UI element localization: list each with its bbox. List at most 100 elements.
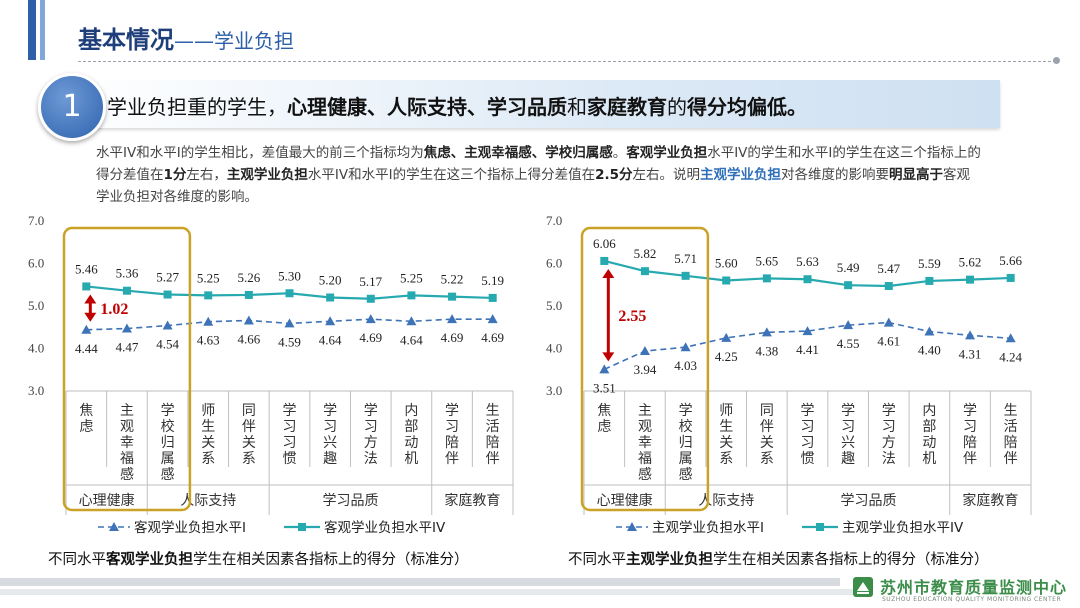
chart0-series-high-point <box>122 286 131 295</box>
right-caption-p1: 不同水平 <box>568 552 626 568</box>
chart0-category-label: 内 <box>404 403 418 419</box>
chart1-series-low-point <box>965 330 976 340</box>
finding-bold-2: 家庭教育 <box>587 95 667 119</box>
chart1-difference-arrow-head-up <box>602 268 615 278</box>
chart0-series-low-data-label: 4.54 <box>156 337 179 352</box>
key-finding-text: 学业负担重的学生，心理健康、人际支持、学习品质和家庭教育的得分均偏低。 <box>107 91 807 120</box>
para-t8: 客观学业负担对各维度的影响。 <box>96 167 971 205</box>
chart1-category-label: 感 <box>638 466 652 483</box>
center-logo-icon <box>853 577 873 597</box>
chart1-series-high-data-label: 5.62 <box>959 255 982 270</box>
left-chart-caption: 不同水平客观学业负担学生在相关因素各指标上的得分（标准分） <box>48 548 469 569</box>
chart0-series-low-data-label: 4.64 <box>319 332 342 347</box>
chart0-legend-high-marker <box>298 523 306 531</box>
chart1-series-low-data-label: 4.38 <box>755 343 778 358</box>
chart0-y-tick-label: 5.0 <box>28 298 44 313</box>
chart0-category-label: 陪 <box>445 435 459 451</box>
chart1-category-label: 习 <box>963 419 977 435</box>
chart1-category-label: 学 <box>801 403 815 419</box>
chart1-series-low-data-label: 4.31 <box>959 346 982 361</box>
chart0-series-low-data-label: 4.63 <box>197 333 220 348</box>
chart1-legend-low-marker <box>627 522 637 531</box>
chart0-category-label: 观 <box>120 419 134 435</box>
chart1-series-low-point <box>599 364 610 374</box>
chart0-series-high-data-label: 5.25 <box>400 270 423 285</box>
chart0-series-low-point <box>365 314 376 324</box>
chart0-series-low-point <box>325 316 336 326</box>
org-name: 苏州市教育质量监测中心 <box>880 578 1068 597</box>
para-t2: 。 <box>612 145 627 161</box>
chart0-category-label: 感 <box>120 466 134 483</box>
chart0-category-label: 学 <box>161 403 175 419</box>
chart1-difference-arrow-head-down <box>602 352 615 362</box>
para-t4: 左右， <box>186 167 227 183</box>
chart1-category-label: 观 <box>638 419 652 435</box>
chart0-series-high-point <box>488 293 497 302</box>
chart0-category-label: 学 <box>283 403 297 419</box>
chart1-category-label: 法 <box>882 451 896 467</box>
chart0-category-label: 习 <box>364 419 378 435</box>
header-accent-bar <box>28 0 36 60</box>
chart0-category-label: 归 <box>161 434 175 451</box>
chart1-difference-label: 2.55 <box>618 308 646 325</box>
chart1-category-label: 兴 <box>841 435 855 451</box>
finding-text-3: 的 <box>667 95 687 119</box>
chart1-series-high-data-label: 5.63 <box>796 254 819 269</box>
chart0-category-label: 兴 <box>323 435 337 451</box>
chart0-series-high-data-label: 5.30 <box>278 268 301 283</box>
para-t3: 水平IV的学生和水平I的学生在这三个指标上的得分差值在 <box>96 145 981 183</box>
chart1-category-label: 福 <box>638 451 652 467</box>
chart1-y-tick-label: 5.0 <box>546 298 562 313</box>
chart1-series-low-data-label: 4.61 <box>877 334 900 349</box>
chart0-series-low-point <box>487 314 498 324</box>
page-title-sub: ——学业负担 <box>174 29 294 53</box>
chart0-series-low-data-label: 4.59 <box>278 334 301 349</box>
chart1-category-label: 动 <box>922 435 936 451</box>
chart1-series-low-data-label: 4.40 <box>918 343 941 358</box>
chart0-series-high-data-label: 5.36 <box>116 266 139 281</box>
chart1-series-high-point <box>600 256 609 265</box>
chart0-series-high-data-label: 5.46 <box>75 261 98 276</box>
chart0-group-label: 学习品质 <box>322 493 378 509</box>
chart0-series-high-point <box>204 291 213 300</box>
chart1-category-label: 属 <box>679 451 693 467</box>
chart0-group-label: 家庭教育 <box>444 492 500 509</box>
chart0-category-label: 习 <box>323 419 337 435</box>
chart1-category-label: 习 <box>841 419 855 435</box>
chart0-legend-high-label: 客观学业负担水平IV <box>324 519 446 536</box>
chart1-series-high-point <box>844 281 853 290</box>
chart0-y-tick-label: 4.0 <box>28 341 44 356</box>
chart0-category-label: 主 <box>120 403 134 419</box>
chart1-category-label: 幸 <box>638 435 652 451</box>
chart0-series-high-point <box>448 292 457 301</box>
chart0-series-low-point <box>243 315 254 325</box>
chart0-series-low-data-label: 4.69 <box>441 330 464 345</box>
chart0-category-label: 动 <box>404 435 418 451</box>
chart1-category-label: 学 <box>679 403 693 419</box>
chart1-y-tick-label: 4.0 <box>546 341 562 356</box>
chart1-category-label: 内 <box>922 403 936 419</box>
chart0-series-high-point <box>326 293 335 302</box>
finding-text-2: 和 <box>567 95 587 119</box>
chart0-y-tick-label: 7.0 <box>28 213 44 228</box>
right-caption-bold: 主观学业负担 <box>626 552 713 568</box>
para-b4: 主观学业负担 <box>226 167 308 183</box>
header-divider-dot <box>1053 57 1060 64</box>
left-caption-bold: 客观学业负担 <box>106 552 193 568</box>
left-caption-p1: 不同水平 <box>48 552 106 568</box>
chart1-category-label: 主 <box>638 403 652 419</box>
chart1-legend-high-marker <box>816 523 824 531</box>
chart1-series-high-point <box>803 275 812 284</box>
chart1-series-high-data-label: 5.59 <box>918 256 941 271</box>
chart0-series-low-data-label: 4.69 <box>359 330 382 345</box>
chart1-category-label: 校 <box>679 418 693 435</box>
chart0-category-label: 学 <box>364 403 378 419</box>
chart0-legend-low-label: 客观学业负担水平I <box>134 519 246 536</box>
chart0-difference-label: 1.02 <box>100 301 128 318</box>
chart0-series-high-data-label: 5.17 <box>359 274 382 289</box>
chart0-series-high-data-label: 5.25 <box>197 270 220 285</box>
chart1-series-high-data-label: 5.47 <box>877 261 900 276</box>
chart0-category-label: 学 <box>445 403 459 419</box>
objective-burden-chart: 7.0 6.0 5.0 4.0 3.0 心理健康 人际支持 学习品质 家庭教育 焦虑 主观幸福感 学校… <box>20 205 520 545</box>
chart1-legend-high-label: 主观学业负担水平IV <box>842 520 964 536</box>
